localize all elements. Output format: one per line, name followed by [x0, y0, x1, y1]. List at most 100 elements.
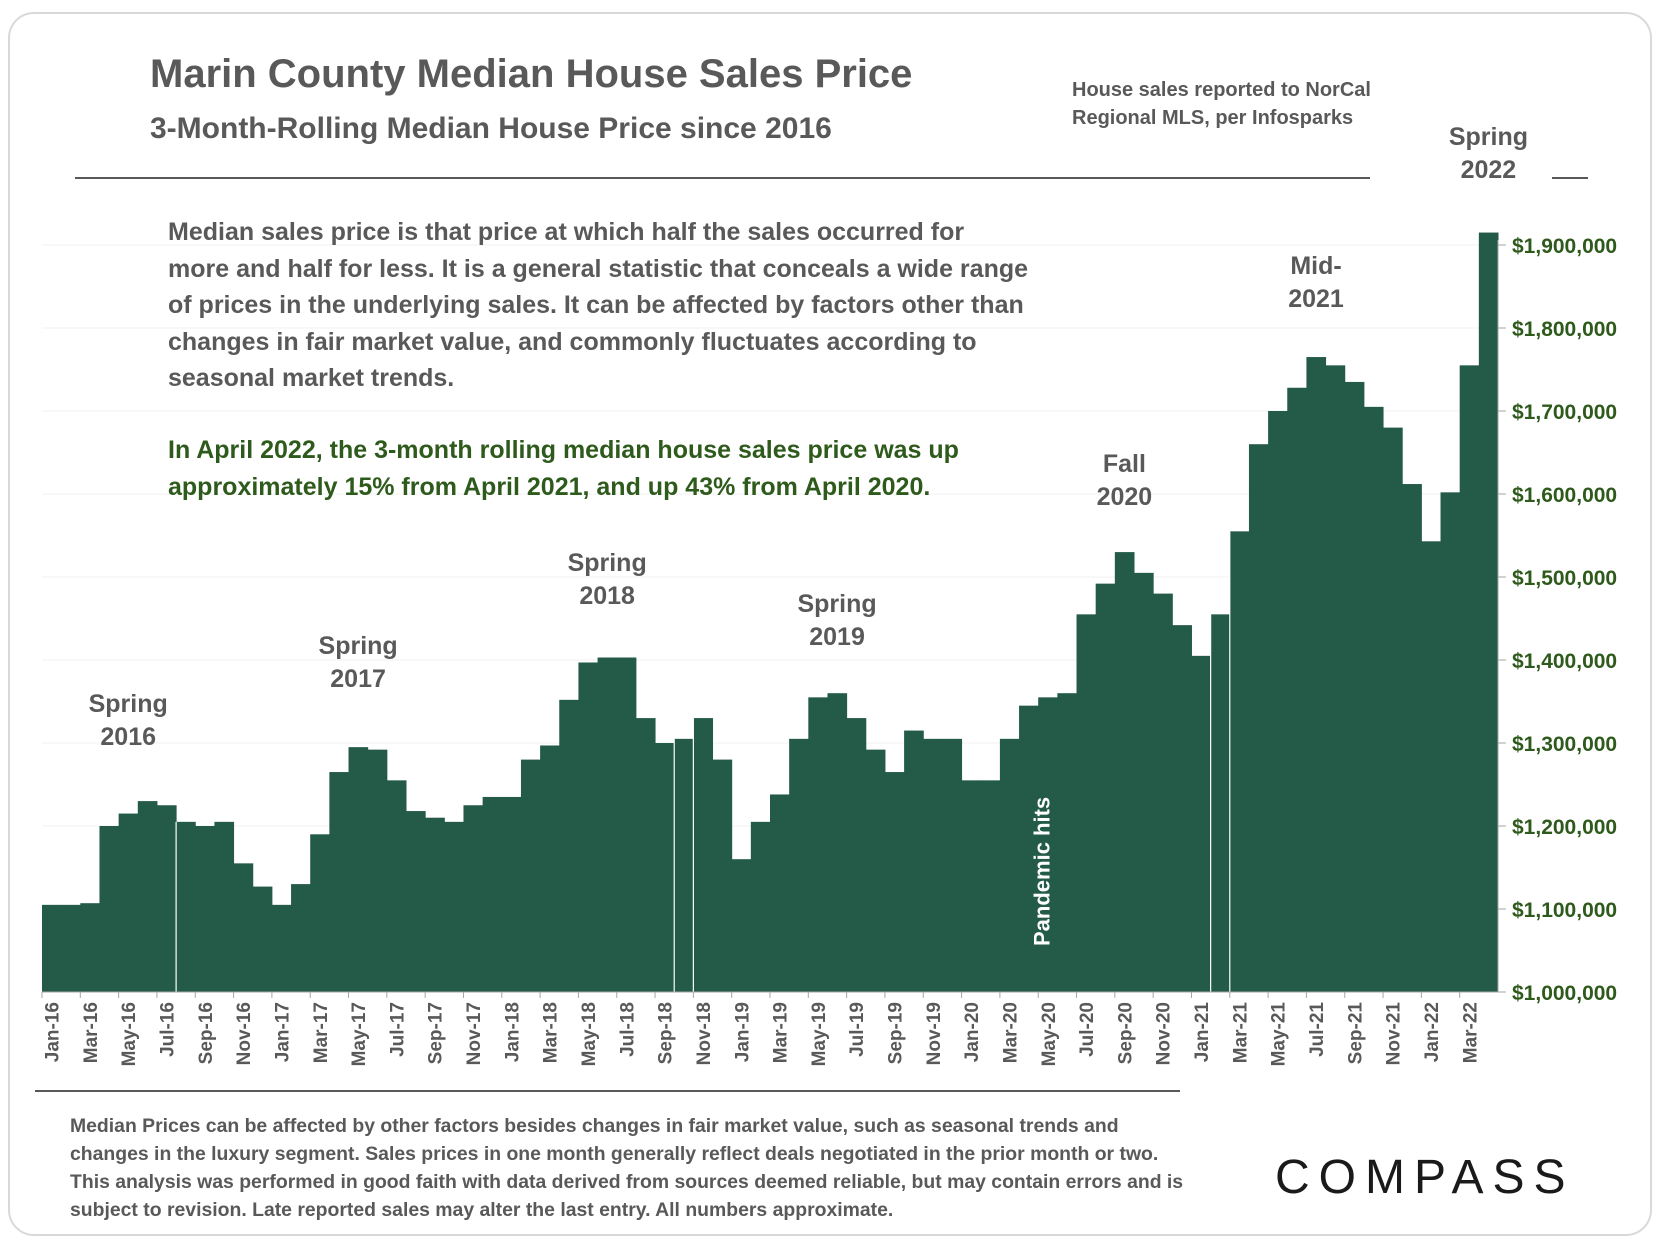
y-tick-label: $1,600,000 [1512, 484, 1617, 507]
bar [635, 718, 656, 992]
bar [1421, 541, 1442, 992]
bar [1306, 357, 1327, 992]
x-tick-label: May-17 [349, 1002, 370, 1066]
bar [501, 796, 522, 992]
bar [425, 817, 445, 992]
bar [1057, 693, 1078, 992]
x-tick-label: Jan-21 [1192, 1002, 1213, 1063]
x-tick-label: Jul-16 [158, 1002, 179, 1057]
bar [578, 662, 599, 992]
x-tick-label: Mar-18 [541, 1002, 562, 1063]
bar [99, 826, 120, 992]
bar [980, 780, 1001, 992]
bar [827, 693, 848, 992]
bar [386, 780, 407, 992]
x-tick-label: Sep-20 [1115, 1002, 1136, 1064]
peak-annotation: 2017 [330, 665, 386, 693]
bar [329, 772, 350, 992]
y-tick-label: $1,900,000 [1512, 235, 1617, 258]
bar [444, 821, 464, 992]
bar [367, 749, 388, 992]
peak-annotation: Spring [568, 549, 647, 577]
bar [1019, 705, 1039, 992]
peak-annotation: 2016 [100, 723, 156, 751]
x-tick-label: Jan-22 [1422, 1002, 1443, 1062]
x-tick-label: Sep-21 [1345, 1002, 1366, 1065]
bar [1248, 444, 1269, 992]
chart-subtitle: 3-Month-Rolling Median House Price since… [150, 112, 832, 145]
x-tick-label: May-19 [809, 1002, 830, 1066]
bar [463, 805, 484, 992]
peak-annotation: Fall [1103, 450, 1146, 478]
x-tick-label: Jan-16 [43, 1002, 64, 1062]
bar [616, 657, 637, 992]
x-tick-label: Nov-17 [464, 1002, 485, 1065]
bar [1363, 406, 1384, 993]
bar [214, 821, 235, 992]
bar [1325, 365, 1346, 993]
x-tick-label: Jul-19 [847, 1002, 868, 1057]
header-rule-right [1552, 177, 1588, 179]
key-finding: In April 2022, the 3-month rolling media… [168, 436, 959, 501]
bar [731, 859, 752, 992]
x-tick-label: Mar-22 [1460, 1002, 1481, 1063]
bar [1038, 697, 1058, 992]
bar [540, 745, 560, 992]
x-tick-label: May-18 [579, 1002, 600, 1066]
chart-title: Marin County Median House Sales Price [150, 52, 913, 96]
bar [770, 794, 790, 992]
x-tick-label: Jul-18 [617, 1002, 638, 1057]
x-tick-label: May-16 [119, 1002, 140, 1066]
bar [999, 738, 1020, 992]
x-tick-label: Mar-21 [1230, 1002, 1251, 1064]
peak-annotation: Spring [89, 690, 168, 718]
bar [1287, 387, 1307, 992]
bar [80, 903, 100, 992]
bar [1440, 492, 1461, 992]
bar [252, 886, 273, 992]
bar [291, 884, 311, 992]
x-tick-label: Sep-18 [656, 1002, 677, 1064]
bar [1153, 593, 1173, 992]
y-tick-label: $1,700,000 [1512, 401, 1617, 424]
bar [137, 801, 158, 992]
bar [750, 821, 771, 992]
y-tick-label: $1,200,000 [1512, 816, 1617, 839]
bar [482, 796, 503, 992]
bar [846, 718, 867, 992]
y-tick-label: $1,100,000 [1512, 899, 1617, 922]
bar [1344, 381, 1365, 992]
peak-annotation: 2021 [1288, 285, 1344, 313]
data-source-note: House sales reported to NorCal Regional … [1072, 79, 1371, 129]
bar [1076, 614, 1097, 992]
x-tick-label: Nov-18 [694, 1002, 715, 1065]
x-tick-label: Jul-21 [1307, 1002, 1328, 1057]
bar [674, 738, 694, 992]
x-tick-label: Nov-21 [1384, 1002, 1405, 1066]
bar [310, 834, 330, 992]
x-tick-label: Jan-17 [272, 1002, 293, 1062]
bar [1383, 427, 1403, 993]
peak-annotation: Spring [1449, 123, 1528, 151]
y-tick-label: $1,500,000 [1512, 567, 1617, 590]
bar [808, 697, 828, 992]
bar [1459, 365, 1480, 993]
peak-annotation: Spring [319, 632, 398, 660]
bar [942, 738, 963, 992]
bar [1114, 552, 1135, 992]
x-tick-label: Nov-19 [924, 1002, 945, 1065]
bar [1402, 484, 1422, 992]
x-tick-label: Nov-20 [1154, 1002, 1175, 1065]
x-tick-label: Mar-17 [311, 1002, 332, 1063]
bar [42, 904, 62, 992]
bar [1478, 232, 1499, 993]
bar [61, 904, 81, 992]
bar [961, 780, 982, 992]
peak-annotation: 2018 [579, 582, 635, 610]
peak-annotation: Spring [797, 590, 876, 618]
bar [712, 759, 733, 992]
peak-annotation: Mid- [1290, 252, 1341, 280]
x-tick-label: Mar-16 [81, 1002, 102, 1063]
bar [118, 813, 139, 992]
